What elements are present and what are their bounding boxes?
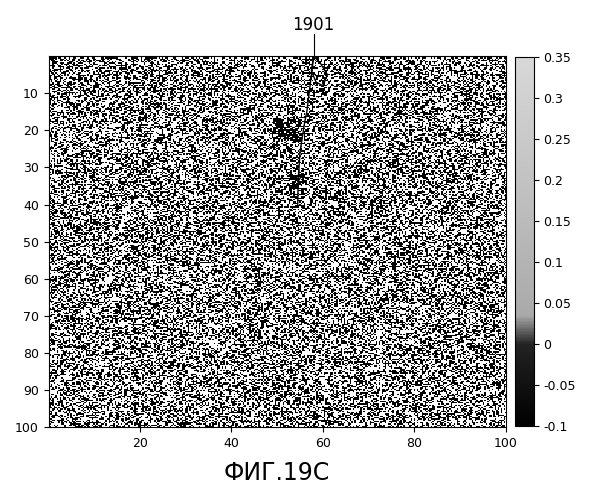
Text: 1901: 1901 bbox=[293, 16, 335, 34]
X-axis label: ФИГ.19С: ФИГ.19С bbox=[224, 461, 330, 485]
